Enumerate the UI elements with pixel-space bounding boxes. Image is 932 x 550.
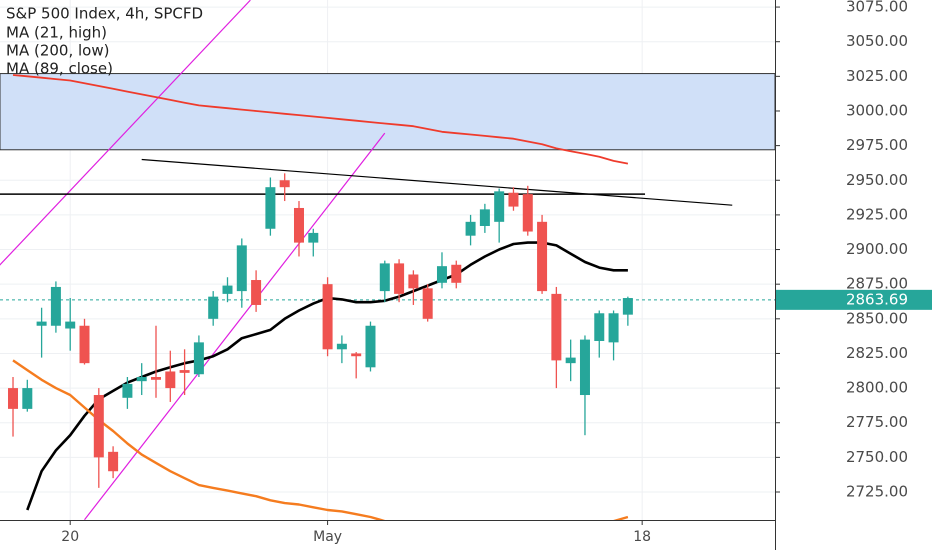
candle-body: [479, 209, 490, 226]
y-tick-label: 2775.00: [846, 413, 908, 431]
candle-body: [279, 180, 290, 188]
candle-body: [622, 298, 633, 315]
y-tick-label: 2800.00: [846, 379, 908, 397]
y-tick-label: 3000.00: [846, 101, 908, 119]
legend-entry: MA (200, low): [6, 42, 109, 60]
candle-body: [22, 388, 33, 409]
axes: 2725.00 2750.00 2775.00 2800.00 2825.00 2850.…: [61, 0, 932, 545]
candle-body: [565, 357, 576, 364]
candle-body: [293, 207, 304, 243]
candle-body: [537, 221, 548, 292]
y-tick-label: 3050.00: [846, 32, 908, 50]
candle-body: [436, 266, 447, 283]
candle-body: [122, 383, 133, 398]
trend-line: [0, 0, 251, 266]
candle-body: [108, 451, 119, 472]
candle-body: [8, 388, 19, 409]
plot-area: [0, 0, 775, 520]
candle-body: [179, 370, 190, 373]
y-tick-label: 3075.00: [846, 0, 908, 16]
candle-body: [136, 377, 147, 382]
candle-body: [251, 280, 262, 305]
y-tick-label: 2925.00: [846, 205, 908, 223]
candle-body: [494, 191, 505, 222]
candle-body: [165, 371, 176, 389]
last-price-label: 2863.69: [846, 290, 908, 308]
candle-body: [451, 264, 462, 283]
legend-entry: MA (89, close): [6, 60, 113, 78]
y-tick-label: 2875.00: [846, 275, 908, 293]
y-tick-label: 2725.00: [846, 483, 908, 501]
candle-body: [394, 263, 405, 294]
candle-body: [594, 313, 605, 341]
trend-line: [84, 132, 386, 520]
y-tick-label: 2950.00: [846, 171, 908, 189]
ma-line: [12, 74, 629, 165]
candle-body: [408, 274, 419, 289]
ma-line: [613, 515, 629, 520]
candle-body: [65, 321, 76, 329]
legend: S&P 500 Index, 4h, SPCFD MA (21, high) M…: [6, 5, 203, 78]
candle-body: [222, 285, 233, 294]
candle-body: [422, 288, 433, 319]
y-tick-label: 2750.00: [846, 448, 908, 466]
candle-body: [79, 325, 90, 364]
candle-body: [365, 325, 376, 368]
ma-line: [12, 359, 386, 520]
y-tick-label: 2825.00: [846, 344, 908, 362]
candle-body: [508, 192, 519, 207]
candle-body: [193, 342, 204, 375]
candle-body: [551, 293, 562, 361]
candle-body: [322, 284, 333, 350]
legend-title: S&P 500 Index, 4h, SPCFD: [6, 5, 203, 23]
candle-body: [151, 377, 162, 380]
last-price-box: [776, 289, 932, 310]
y-tick-label: 3025.00: [846, 67, 908, 85]
candle-body: [93, 395, 104, 458]
x-tick-label: 20: [61, 529, 79, 545]
candle-body: [608, 313, 619, 343]
candle-body: [465, 221, 476, 236]
x-tick-label: 18: [633, 529, 651, 545]
candle-body: [379, 263, 390, 292]
x-tick-label: May: [313, 529, 342, 545]
trend-line: [141, 158, 733, 206]
price-zone: [0, 73, 775, 151]
candle-body: [50, 286, 61, 326]
y-tick-label: 2975.00: [846, 136, 908, 154]
candle-body: [308, 232, 319, 243]
candle-body: [36, 321, 47, 326]
candle-body: [208, 296, 219, 319]
candle-body: [351, 353, 362, 357]
y-tick-label: 2900.00: [846, 240, 908, 258]
candle-body: [579, 339, 590, 396]
candle-body: [522, 194, 533, 232]
y-tick-label: 2850.00: [846, 309, 908, 327]
candle-body: [265, 187, 276, 229]
candle-body: [336, 343, 347, 350]
legend-entry: MA (21, high): [6, 24, 107, 42]
candle-body: [236, 245, 247, 292]
